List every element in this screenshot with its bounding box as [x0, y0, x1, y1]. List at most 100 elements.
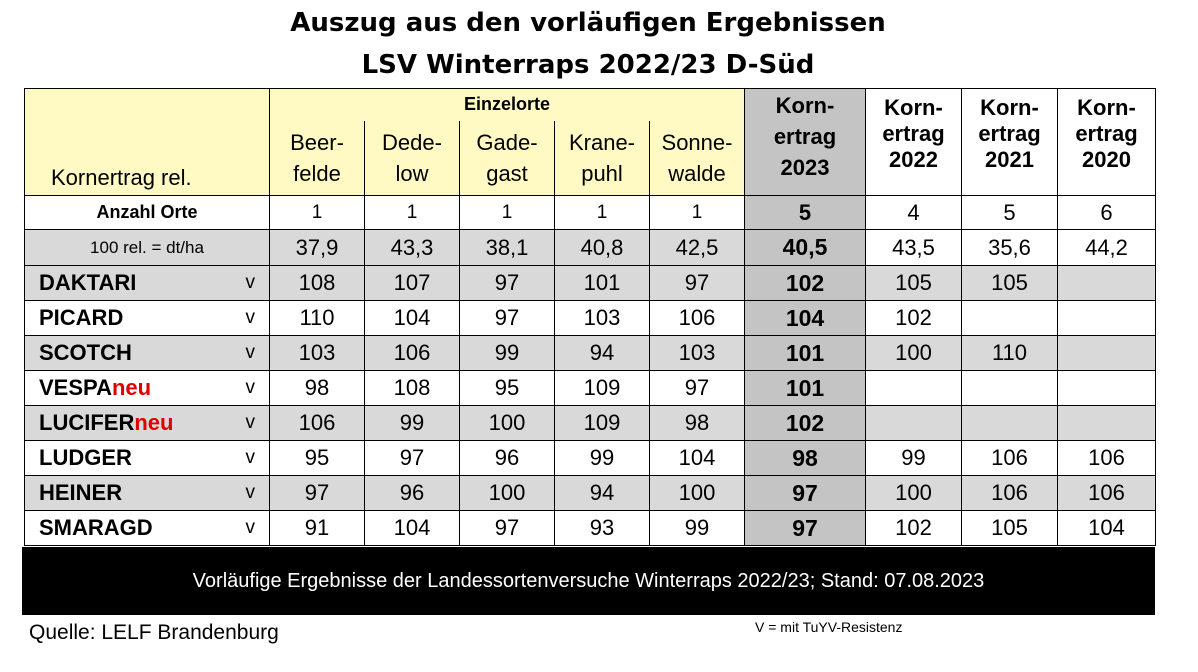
variety-name-cell: LUDGER v [24, 440, 270, 476]
yield-value [961, 405, 1058, 441]
rel-value: 38,1 [459, 229, 555, 266]
anzahl-orte-label: Anzahl Orte [24, 195, 270, 230]
rel-value: 44,2 [1057, 229, 1156, 266]
korn2021-header-l1: Korn- [961, 88, 1058, 121]
korn2023-header-l1: Korn- [744, 88, 866, 121]
variety-name-cell: PICARD v [24, 300, 270, 336]
anzahl-value: 1 [364, 195, 460, 230]
variety-name-cell: DAKTARI v [24, 265, 270, 301]
location-gadegast: Gade-gast [459, 120, 555, 196]
korn2020-header: ertrag 2020 [1057, 120, 1156, 196]
yield-value: 108 [269, 265, 365, 301]
header-corner-top [24, 88, 270, 121]
yield-value: 99 [649, 510, 745, 546]
variety-row: SCOTCH v 103 106 99 94 103 101 100 110 [24, 335, 1156, 371]
yield-value: 95 [459, 370, 555, 406]
yield-value: 99 [554, 440, 650, 476]
yield-value: 103 [554, 300, 650, 336]
yield-value: 104 [649, 440, 745, 476]
variety-name-cell: SCOTCH v [24, 335, 270, 371]
yield-value: 94 [554, 335, 650, 371]
yield-value: 110 [269, 300, 365, 336]
yield-value: 106 [961, 475, 1058, 511]
yield-value: 93 [554, 510, 650, 546]
variety-name-cell: VESPAneu v [24, 370, 270, 406]
korn2023-value: 104 [744, 300, 866, 336]
yield-value [1057, 265, 1156, 301]
yield-value: 100 [865, 475, 962, 511]
resistance-mark: v [245, 272, 256, 293]
yield-value: 109 [554, 405, 650, 441]
variety-name: SMARAGD [39, 515, 153, 540]
yield-value: 106 [1057, 475, 1156, 511]
korn2023-value: 97 [744, 475, 866, 511]
yield-value: 99 [865, 440, 962, 476]
yield-value: 105 [865, 265, 962, 301]
variety-name-cell: HEINER v [24, 475, 270, 511]
yield-value: 94 [554, 475, 650, 511]
yield-value: 103 [649, 335, 745, 371]
anzahl-value: 1 [269, 195, 365, 230]
yield-value: 100 [459, 475, 555, 511]
rel-value: 43,5 [865, 229, 962, 266]
variety-row: SMARAGD v 91 104 97 93 99 97 102 105 104 [24, 510, 1156, 546]
yield-value: 102 [865, 300, 962, 336]
resistance-mark: v [245, 307, 256, 328]
rel-value: 35,6 [961, 229, 1058, 266]
resistance-mark: v [245, 447, 256, 468]
anzahl-value: 1 [459, 195, 555, 230]
location-beerfelde: Beer-felde [269, 120, 365, 196]
korn2022-header: ertrag 2022 [865, 120, 962, 196]
location-dedelow: Dede-low [364, 120, 460, 196]
yield-value: 110 [961, 335, 1058, 371]
rel-value: 37,9 [269, 229, 365, 266]
korn2023-value: 102 [744, 265, 866, 301]
yield-value: 97 [459, 510, 555, 546]
yield-value: 102 [865, 510, 962, 546]
yield-value: 97 [459, 265, 555, 301]
yield-value: 98 [649, 405, 745, 441]
yield-value: 109 [554, 370, 650, 406]
anzahl-value: 1 [649, 195, 745, 230]
yield-value: 101 [554, 265, 650, 301]
rel-value: 40,5 [744, 229, 866, 266]
variety-row: LUCIFERneu v 106 99 100 109 98 102 [24, 405, 1156, 441]
yield-value [1057, 335, 1156, 371]
yield-value: 103 [269, 335, 365, 371]
yield-value [961, 370, 1058, 406]
korn2023-value: 97 [744, 510, 866, 546]
footer-banner: Vorläufige Ergebnisse der Landessortenve… [22, 547, 1155, 615]
yield-value: 106 [1057, 440, 1156, 476]
resistance-mark: v [245, 342, 256, 363]
anzahl-orte-row: Anzahl Orte 1 1 1 1 1 5 4 5 6 [24, 195, 1156, 230]
yield-value: 98 [269, 370, 365, 406]
variety-name: PICARD [39, 305, 124, 330]
yield-value: 104 [364, 510, 460, 546]
yield-value: 100 [459, 405, 555, 441]
variety-name-cell: LUCIFERneu v [24, 405, 270, 441]
variety-name-cell: SMARAGD v [24, 510, 270, 546]
korn2021-header: ertrag 2021 [961, 120, 1058, 196]
variety-row: HEINER v 97 96 100 94 100 97 100 106 106 [24, 475, 1156, 511]
yield-value [1057, 405, 1156, 441]
korn2022-header-l1: Korn- [865, 88, 962, 121]
variety-name: LUDGER [39, 445, 132, 470]
neu-tag: neu [134, 410, 174, 435]
yield-value: 97 [459, 300, 555, 336]
yield-value: 105 [961, 510, 1058, 546]
yield-value: 104 [1057, 510, 1156, 546]
yield-value [961, 300, 1058, 336]
yield-value: 106 [649, 300, 745, 336]
resistance-mark: v [245, 482, 256, 503]
yield-value: 96 [364, 475, 460, 511]
korn2023-value: 102 [744, 405, 866, 441]
einzelorte-header: Einzelorte [269, 88, 745, 121]
variety-name: SCOTCH [39, 340, 132, 365]
variety-name: DAKTARI [39, 270, 137, 295]
rel-row: 100 rel. = dt/ha 37,9 43,3 38,1 40,8 42,… [24, 229, 1156, 266]
yield-value: 95 [269, 440, 365, 476]
resistance-mark: v [245, 377, 256, 398]
variety-row: LUDGER v 95 97 96 99 104 98 99 106 106 [24, 440, 1156, 476]
yield-value: 105 [961, 265, 1058, 301]
title-line-2: LSV Winterraps 2022/23 D-Süd [361, 50, 815, 80]
